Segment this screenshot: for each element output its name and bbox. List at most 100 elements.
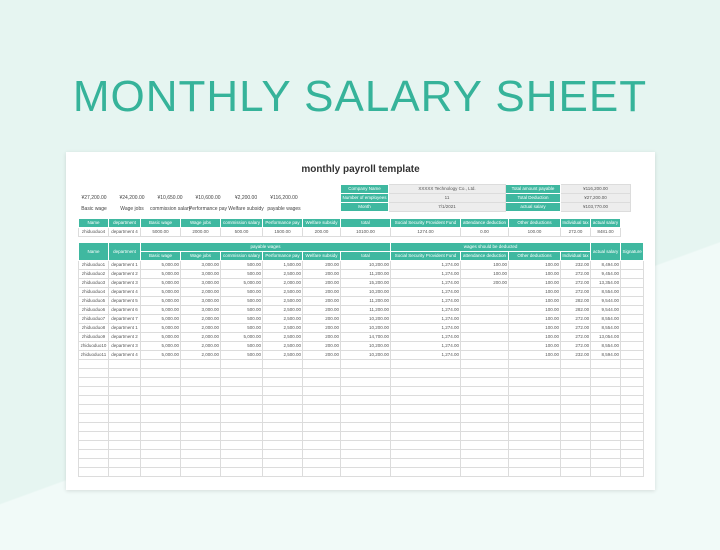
column-header: actual salary <box>590 242 622 261</box>
empty-cell <box>180 386 221 396</box>
empty-cell <box>262 359 303 369</box>
cell: 8,554.00 <box>590 287 622 297</box>
empty-cell <box>460 368 510 378</box>
lookup-header-cell: Other deductions <box>508 218 561 228</box>
cell: 100.00 <box>508 350 562 360</box>
cell: 200.00 <box>302 287 341 297</box>
cell: department 5 <box>108 296 141 306</box>
empty-cell <box>78 431 109 441</box>
empty-cell <box>560 404 592 414</box>
empty-cell <box>140 449 181 459</box>
cell: 15,200.00 <box>339 278 392 288</box>
cell: zhiduoduo9 <box>78 332 109 342</box>
empty-cell <box>78 422 109 432</box>
cell: 200.00 <box>302 260 341 270</box>
column-header: department <box>108 242 141 261</box>
empty-cell <box>590 449 622 459</box>
cell: 2,500.00 <box>262 341 303 351</box>
empty-row <box>78 386 645 396</box>
cell: 5,000.00 <box>140 350 181 360</box>
cell: 100.00 <box>508 287 562 297</box>
cell: zhiduoduo3 <box>78 278 109 288</box>
cell: 11,200.00 <box>339 269 392 279</box>
empty-cell <box>460 467 510 477</box>
cell: 3,000.00 <box>180 278 221 288</box>
cell: zhiduoduo5 <box>78 296 109 306</box>
empty-cell <box>302 467 341 477</box>
lookup-cell: department 4 <box>108 227 141 237</box>
cell <box>460 323 510 333</box>
cell: 282.00 <box>560 305 592 315</box>
empty-cell <box>339 386 392 396</box>
sheet-title: monthly payroll template <box>301 164 420 175</box>
column-header: Wage jobs <box>180 251 221 261</box>
cell: 100.00 <box>508 305 562 315</box>
cell: 9,544.00 <box>590 296 622 306</box>
empty-cell <box>590 386 622 396</box>
empty-cell <box>262 431 303 441</box>
signature-cell <box>620 350 645 360</box>
data-row: zhiduoduo11 department 4 5,000.00 2,000.00 5… <box>78 350 645 360</box>
cell: 1,274.00 <box>390 323 462 333</box>
empty-cell <box>180 413 221 423</box>
cell: 100.00 <box>508 314 562 324</box>
empty-cell <box>508 467 562 477</box>
empty-cell <box>220 377 263 387</box>
empty-cell <box>508 422 562 432</box>
empty-cell <box>339 431 392 441</box>
info-cell: ¥103,770.00 <box>560 202 631 212</box>
empty-cell <box>560 449 592 459</box>
cell: 100.00 <box>508 260 562 270</box>
empty-cell <box>140 422 181 432</box>
payroll-table: Name department payable wages wages should … <box>78 242 645 477</box>
empty-cell <box>390 431 462 441</box>
empty-cell <box>220 368 263 378</box>
empty-cell <box>590 377 622 387</box>
lookup-header-cell: Individual tax <box>560 218 591 228</box>
empty-cell <box>302 449 341 459</box>
empty-row <box>78 413 645 423</box>
empty-cell <box>220 404 263 414</box>
empty-cell <box>460 386 510 396</box>
cell: 10,200.00 <box>339 350 392 360</box>
empty-row <box>78 449 645 459</box>
cell: 3,000.00 <box>180 260 221 270</box>
empty-cell <box>180 449 221 459</box>
empty-cell <box>140 386 181 396</box>
lookup-cell: 8481.00 <box>590 227 621 237</box>
cell: 1,274.00 <box>390 350 462 360</box>
signature-cell <box>620 269 645 279</box>
empty-row <box>78 467 645 477</box>
cell: 272.00 <box>560 323 592 333</box>
empty-cell <box>508 368 562 378</box>
empty-cell <box>390 377 462 387</box>
empty-cell <box>220 467 263 477</box>
cell: department 1 <box>108 323 141 333</box>
empty-cell <box>108 467 141 477</box>
cell: 1,274.00 <box>390 260 462 270</box>
summary-label: Performance pay <box>188 206 228 212</box>
empty-cell <box>302 386 341 396</box>
cell: 10,200.00 <box>339 260 392 270</box>
empty-cell <box>302 377 341 387</box>
empty-cell <box>590 359 622 369</box>
cell: 272.00 <box>560 314 592 324</box>
empty-row <box>78 404 645 414</box>
lookup-cell: 272.00 <box>560 227 591 237</box>
empty-cell <box>339 449 392 459</box>
cell: zhiduoduo10 <box>78 341 109 351</box>
empty-cell <box>220 395 263 405</box>
cell: zhiduoduo11 <box>78 350 109 360</box>
empty-cell <box>390 440 462 450</box>
cell: zhiduoduo8 <box>78 323 109 333</box>
data-row: zhiduoduo10 department 3 5,000.00 2,000.00 5… <box>78 341 645 351</box>
signature-cell <box>620 296 645 306</box>
cell: department 2 <box>108 332 141 342</box>
empty-row <box>78 440 645 450</box>
cell: 100.00 <box>508 323 562 333</box>
cell: 10,200.00 <box>339 323 392 333</box>
empty-cell <box>620 413 645 423</box>
signature-cell <box>620 260 645 270</box>
empty-cell <box>390 467 462 477</box>
